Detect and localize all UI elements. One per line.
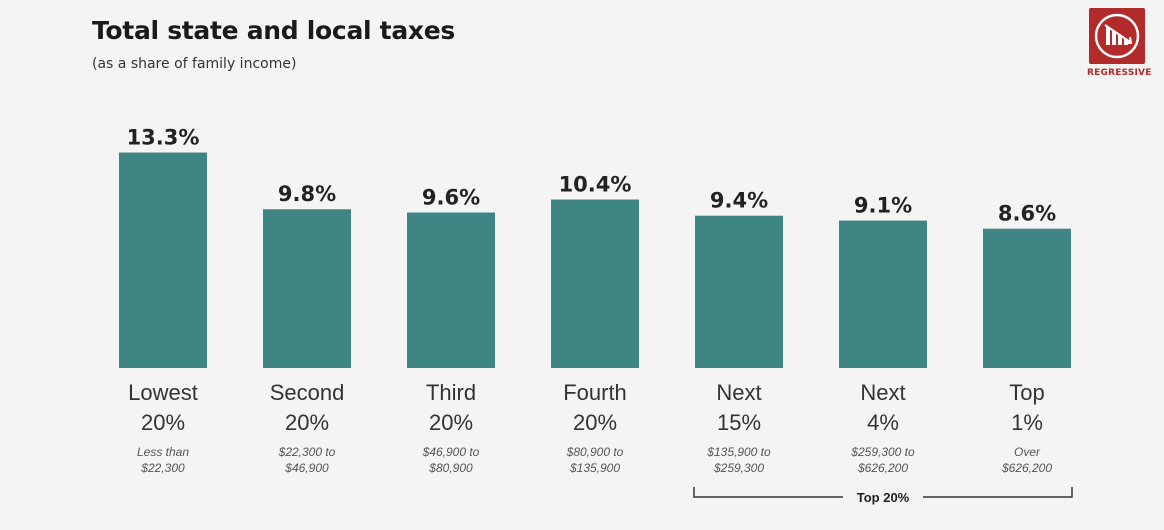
category-label: 15% [717, 410, 761, 435]
bar [839, 220, 927, 368]
regressive-chart-icon [1089, 8, 1145, 64]
income-range-label: $626,200 [857, 461, 908, 475]
category-label: Lowest [128, 380, 198, 405]
income-range-label: Over [1014, 445, 1041, 459]
income-range-label: $259,300 to [850, 445, 915, 459]
income-range-label: $135,900 [569, 461, 620, 475]
category-label: Next [860, 380, 905, 405]
category-label: 20% [573, 410, 617, 435]
category-label: 20% [285, 410, 329, 435]
income-range-label: $626,200 [1001, 461, 1052, 475]
income-range-label: $46,900 [284, 461, 329, 475]
category-label: Second [270, 380, 345, 405]
bar-value-label: 9.6% [422, 185, 480, 209]
income-range-label: $259,300 [713, 461, 764, 475]
group-bracket [693, 487, 1073, 498]
bar [983, 228, 1071, 368]
category-label: Top [1009, 380, 1044, 405]
income-range-label: $80,900 [428, 461, 473, 475]
bar [695, 215, 783, 368]
group-bracket-label: Top 20% [857, 490, 910, 505]
bar [119, 152, 207, 368]
income-range-label: $46,900 to [422, 445, 480, 459]
bar [263, 209, 351, 368]
bar [551, 199, 639, 368]
regressive-badge: REGRESSIVE [1087, 8, 1152, 88]
bar-value-label: 13.3% [127, 126, 200, 150]
bar-value-label: 9.1% [854, 194, 912, 218]
category-label: Next [716, 380, 761, 405]
bar-value-label: 9.4% [710, 189, 768, 213]
bar-value-label: 9.8% [278, 182, 336, 206]
chart-subtitle: (as a share of family income) [92, 56, 297, 72]
chart-title: Total state and local taxes [92, 16, 455, 45]
category-label: 20% [429, 410, 473, 435]
income-range-label: $80,900 to [566, 445, 624, 459]
income-range-label: Less than [137, 445, 189, 459]
category-label: 1% [1011, 410, 1043, 435]
category-label: 4% [867, 410, 899, 435]
category-label: Fourth [563, 380, 627, 405]
income-range-label: $135,900 to [706, 445, 771, 459]
bar [407, 212, 495, 368]
income-range-label: $22,300 to [278, 445, 336, 459]
badge-label: REGRESSIVE [1087, 68, 1152, 78]
income-range-label: $22,300 [140, 461, 185, 475]
bar-value-label: 10.4% [559, 173, 632, 197]
category-label: Third [426, 380, 476, 405]
category-label: 20% [141, 410, 185, 435]
bar-value-label: 8.6% [998, 202, 1056, 226]
